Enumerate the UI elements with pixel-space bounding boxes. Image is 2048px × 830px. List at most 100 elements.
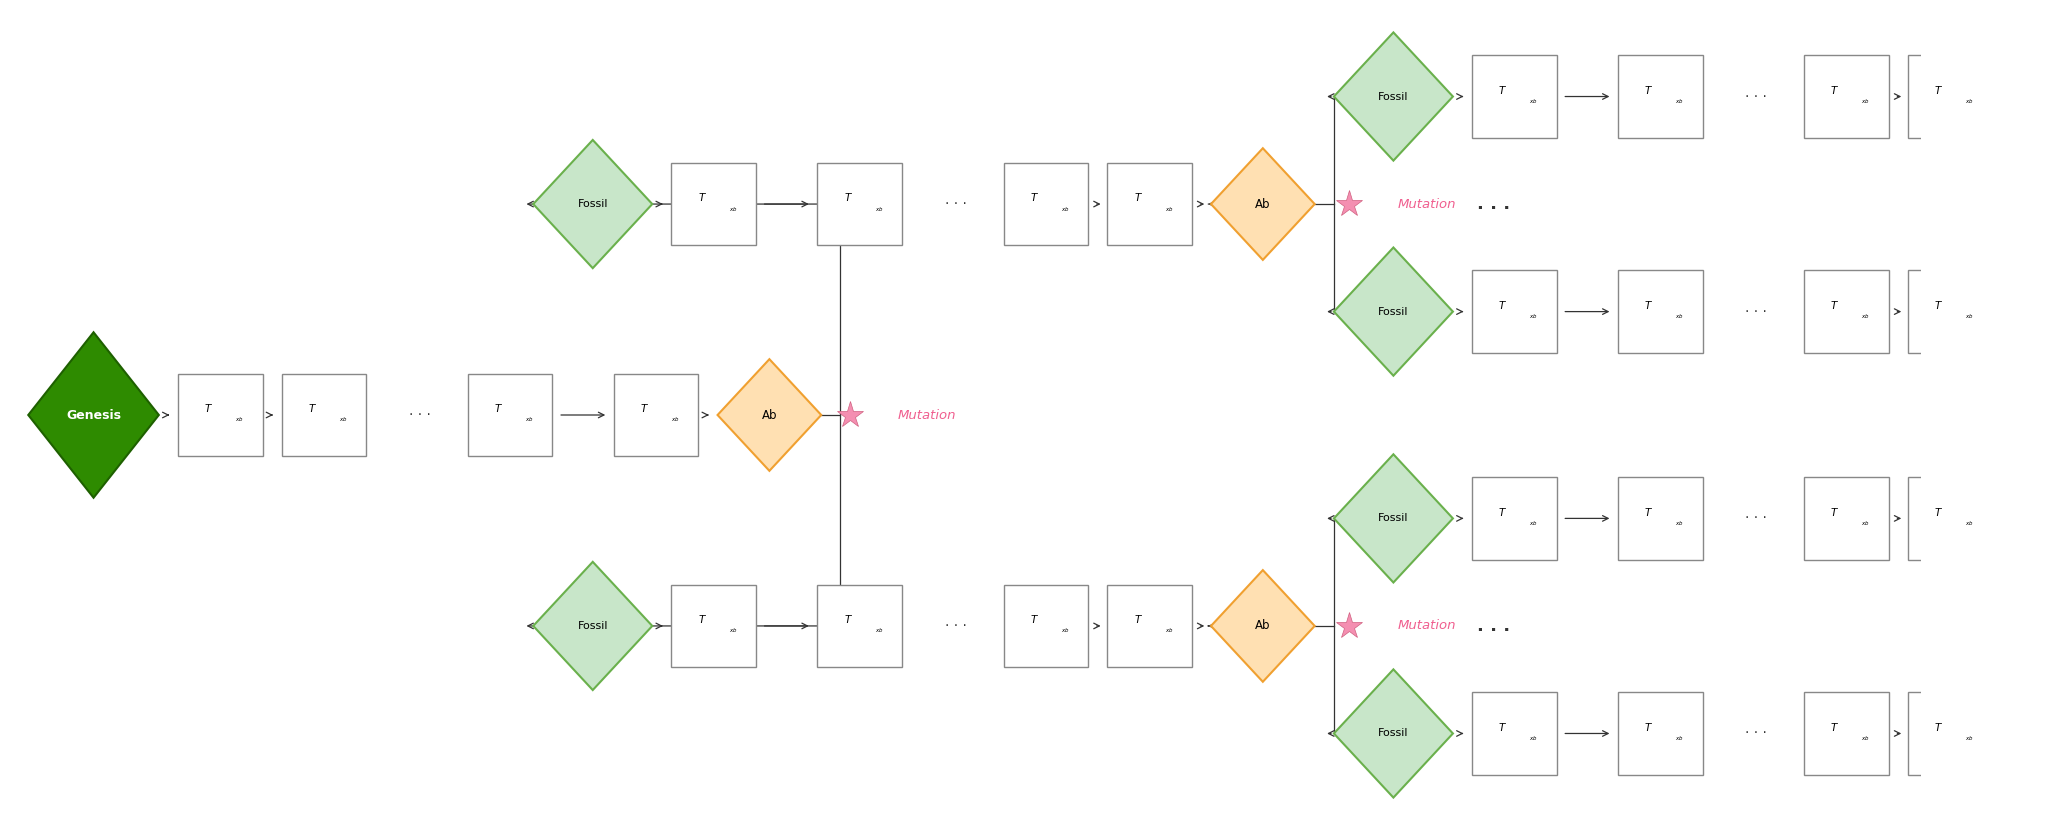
Text: $_{xb}$: $_{xb}$ <box>1530 734 1538 743</box>
Polygon shape <box>2011 462 2048 574</box>
FancyBboxPatch shape <box>1618 477 1702 559</box>
Text: $T$: $T$ <box>844 192 852 203</box>
Text: $T$: $T$ <box>1645 505 1653 518</box>
Text: $T$: $T$ <box>1645 721 1653 733</box>
Polygon shape <box>532 140 651 268</box>
Text: $T$: $T$ <box>1645 299 1653 311</box>
FancyBboxPatch shape <box>1473 477 1556 559</box>
Text: Fossil: Fossil <box>1378 91 1409 101</box>
Text: $T$: $T$ <box>1499 721 1507 733</box>
Text: $T$: $T$ <box>1499 505 1507 518</box>
FancyBboxPatch shape <box>1909 271 1993 353</box>
Text: $_{xb}$: $_{xb}$ <box>524 416 535 424</box>
Text: $T$: $T$ <box>1645 84 1653 96</box>
Polygon shape <box>2011 256 2048 368</box>
Text: · · ·: · · · <box>944 619 967 633</box>
Text: $T$: $T$ <box>1499 84 1507 96</box>
Text: $T$: $T$ <box>1831 84 1839 96</box>
FancyBboxPatch shape <box>1108 584 1192 667</box>
Text: · · ·: · · · <box>1745 305 1767 319</box>
Text: $_{xb}$: $_{xb}$ <box>1862 734 1870 743</box>
Text: $T$: $T$ <box>1933 299 1944 311</box>
Text: $_{xb}$: $_{xb}$ <box>1966 519 1974 528</box>
Polygon shape <box>1333 32 1452 161</box>
Text: Fossil: Fossil <box>578 199 608 209</box>
FancyBboxPatch shape <box>1473 271 1556 353</box>
Text: $T$: $T$ <box>1933 84 1944 96</box>
Text: $_{xb}$: $_{xb}$ <box>1675 97 1683 106</box>
Text: $T$: $T$ <box>307 403 317 414</box>
Polygon shape <box>1210 149 1315 260</box>
Polygon shape <box>2011 41 2048 153</box>
Text: $_{xb}$: $_{xb}$ <box>672 416 680 424</box>
Text: $_{xb}$: $_{xb}$ <box>729 627 737 636</box>
Text: $T$: $T$ <box>1831 721 1839 733</box>
FancyBboxPatch shape <box>1108 163 1192 246</box>
Text: $T$: $T$ <box>205 403 213 414</box>
Text: $_{xb}$: $_{xb}$ <box>1675 312 1683 321</box>
Text: $T$: $T$ <box>1499 299 1507 311</box>
Text: $_{xb}$: $_{xb}$ <box>1966 97 1974 106</box>
Polygon shape <box>1333 669 1452 798</box>
Text: $_{xb}$: $_{xb}$ <box>1966 734 1974 743</box>
FancyBboxPatch shape <box>1004 163 1087 246</box>
Text: $_{xb}$: $_{xb}$ <box>236 416 244 424</box>
FancyBboxPatch shape <box>1473 55 1556 138</box>
Text: $_{xb}$: $_{xb}$ <box>1530 519 1538 528</box>
Text: $_{xb}$: $_{xb}$ <box>1530 97 1538 106</box>
Text: $T$: $T$ <box>1831 505 1839 518</box>
FancyBboxPatch shape <box>1804 692 1888 775</box>
Polygon shape <box>29 332 160 498</box>
Text: $_{xb}$: $_{xb}$ <box>1862 312 1870 321</box>
Text: Mutation: Mutation <box>1397 619 1456 632</box>
FancyBboxPatch shape <box>178 374 262 456</box>
Text: $_{xb}$: $_{xb}$ <box>1165 627 1174 636</box>
Text: $_{xb}$: $_{xb}$ <box>1061 627 1069 636</box>
Text: . . .: . . . <box>1477 195 1509 213</box>
Text: Mutation: Mutation <box>1397 198 1456 211</box>
FancyBboxPatch shape <box>1804 271 1888 353</box>
FancyBboxPatch shape <box>1804 477 1888 559</box>
FancyBboxPatch shape <box>1618 271 1702 353</box>
Text: $T$: $T$ <box>1133 613 1143 625</box>
FancyBboxPatch shape <box>817 163 901 246</box>
Text: $T$: $T$ <box>1030 613 1038 625</box>
Polygon shape <box>2011 677 2048 789</box>
Text: $_{xb}$: $_{xb}$ <box>729 204 737 213</box>
Polygon shape <box>1333 454 1452 583</box>
FancyBboxPatch shape <box>1004 584 1087 667</box>
FancyBboxPatch shape <box>1909 692 1993 775</box>
FancyBboxPatch shape <box>817 584 901 667</box>
Text: Fossil: Fossil <box>1378 306 1409 316</box>
Text: $_{xb}$: $_{xb}$ <box>1675 519 1683 528</box>
Text: $_{xb}$: $_{xb}$ <box>1966 312 1974 321</box>
FancyBboxPatch shape <box>1909 55 1993 138</box>
Text: Fossil: Fossil <box>1378 514 1409 524</box>
Text: $T$: $T$ <box>698 192 707 203</box>
FancyBboxPatch shape <box>1804 55 1888 138</box>
Text: $_{xb}$: $_{xb}$ <box>1862 97 1870 106</box>
Text: $_{xb}$: $_{xb}$ <box>1165 204 1174 213</box>
Text: Mutation: Mutation <box>897 408 956 422</box>
Text: · · ·: · · · <box>1745 726 1767 740</box>
Text: Fossil: Fossil <box>578 621 608 631</box>
Text: $T$: $T$ <box>1933 721 1944 733</box>
Text: $_{xb}$: $_{xb}$ <box>874 204 883 213</box>
FancyBboxPatch shape <box>283 374 367 456</box>
FancyBboxPatch shape <box>672 163 756 246</box>
Text: . . .: . . . <box>1477 617 1509 635</box>
FancyBboxPatch shape <box>1618 692 1702 775</box>
Text: $T$: $T$ <box>1133 192 1143 203</box>
FancyBboxPatch shape <box>1618 55 1702 138</box>
FancyBboxPatch shape <box>614 374 698 456</box>
Text: · · ·: · · · <box>410 408 430 422</box>
Text: $T$: $T$ <box>844 613 852 625</box>
Polygon shape <box>532 562 651 690</box>
Text: $_{xb}$: $_{xb}$ <box>1675 734 1683 743</box>
Text: $T$: $T$ <box>1831 299 1839 311</box>
Text: $_{xb}$: $_{xb}$ <box>338 416 348 424</box>
Text: $T$: $T$ <box>641 403 649 414</box>
Text: $_{xb}$: $_{xb}$ <box>874 627 883 636</box>
Text: $_{xb}$: $_{xb}$ <box>1530 312 1538 321</box>
FancyBboxPatch shape <box>672 584 756 667</box>
